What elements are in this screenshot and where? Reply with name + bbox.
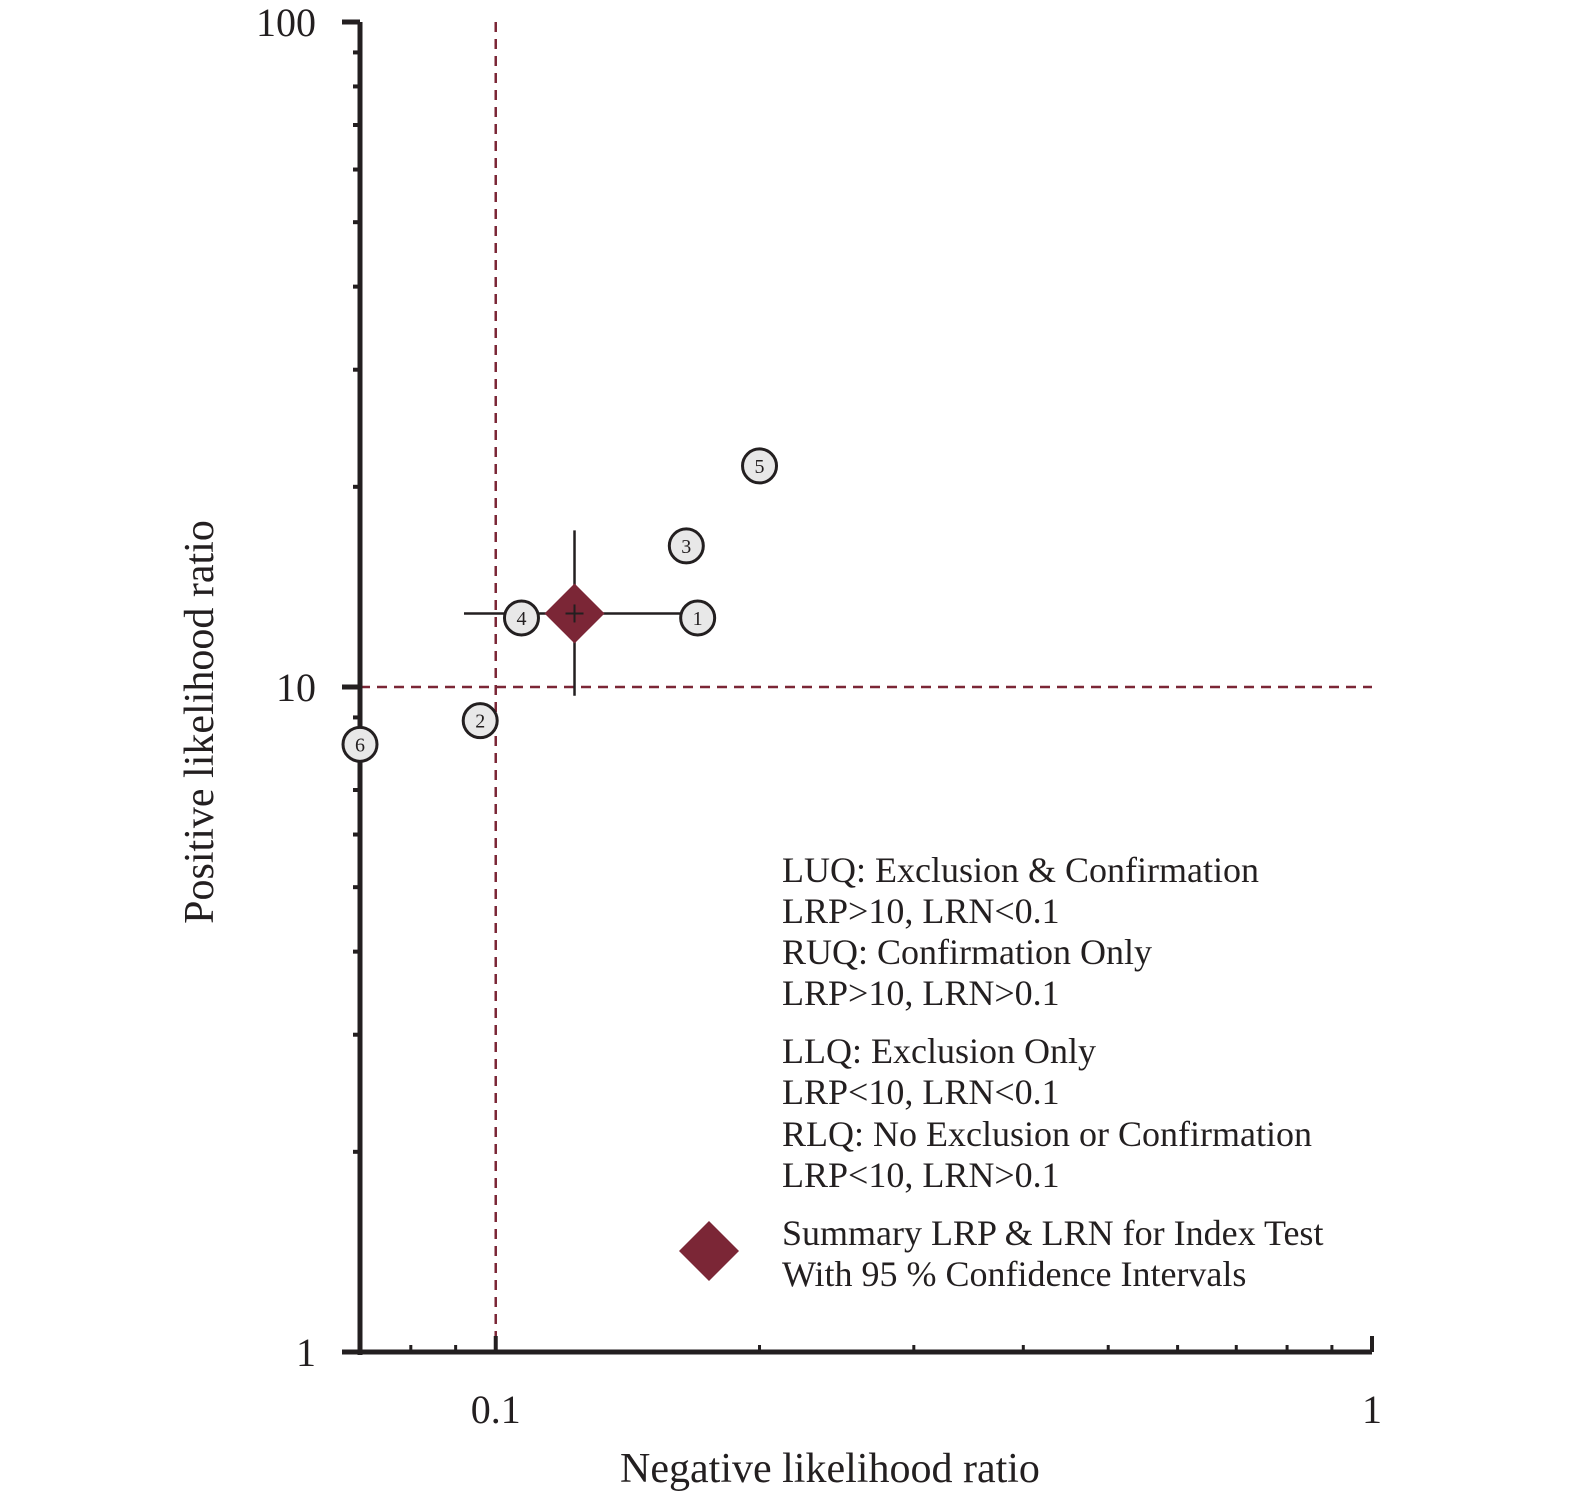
legend-quadrant-line: RLQ: No Exclusion or Confirmation [782,1114,1312,1154]
study-label: 6 [355,734,365,756]
legend-quadrant-line: LRP<10, LRN<0.1 [782,1072,1060,1112]
study-label: 2 [475,711,485,733]
study-label: 5 [755,456,765,478]
legend-quadrant-line: RUQ: Confirmation Only [782,932,1152,972]
axis-tick-labels: 0.1 1 1 10 100 [256,0,1382,1432]
y-tick-label: 100 [256,0,316,45]
legend-quadrant-line: LRP>10, LRN<0.1 [782,891,1060,931]
study-point: 3 [667,527,705,565]
axis-ticks [342,19,1374,1355]
legend-summary-line: Summary LRP & LRN for Index Test [782,1213,1323,1253]
x-tick-label: 0.1 [471,1387,521,1432]
y-tick-label: 10 [276,665,316,710]
study-marker [502,599,540,637]
study-label: 3 [681,536,691,558]
study-marker [667,527,705,565]
legend-quadrant-line: LRP>10, LRN>0.1 [782,973,1060,1013]
legend-quadrant-line: LLQ: Exclusion Only [782,1031,1096,1071]
study-point: 1 [679,599,717,637]
legend-summary-line: With 95 % Confidence Intervals [782,1254,1246,1294]
study-label: 1 [693,608,703,630]
x-axis-title: Negative likelihood ratio [620,1446,1040,1492]
study-marker [341,725,379,763]
x-tick-label: 1 [1362,1387,1382,1432]
reference-lines [360,22,1372,1352]
y-tick-label: 1 [296,1330,316,1375]
study-label: 4 [516,608,526,630]
study-points: 1 2 3 4 5 6 [341,447,779,763]
legend-quadrant-line: LRP<10, LRN>0.1 [782,1155,1060,1195]
study-point: 6 [341,725,379,763]
y-axis-title: Positive likelihood ratio [177,520,223,924]
study-point: 5 [741,447,779,485]
study-point: 2 [461,702,499,740]
legend-quadrant-line: LUQ: Exclusion & Confirmation [782,850,1259,890]
study-point: 4 [502,599,540,637]
study-marker [741,447,779,485]
legend-summary-diamond [679,1221,739,1281]
study-marker [679,599,717,637]
study-marker [461,702,499,740]
